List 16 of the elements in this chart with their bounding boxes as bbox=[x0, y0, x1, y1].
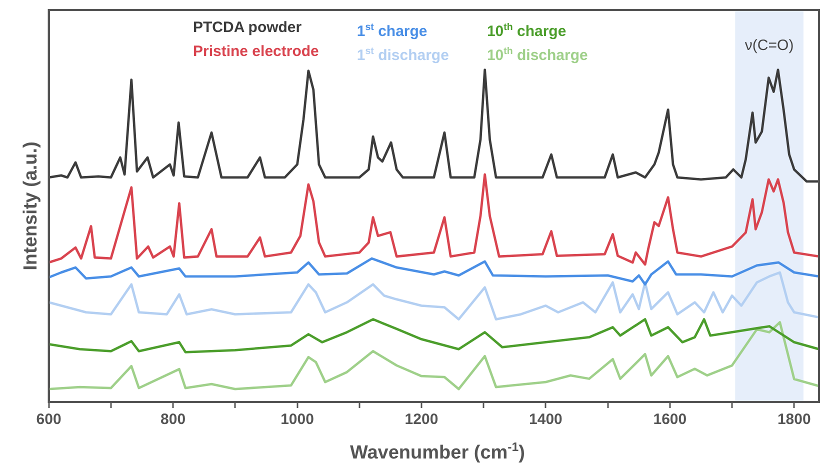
x-tick-label: 600 bbox=[36, 411, 62, 428]
x-tick-label: 1600 bbox=[653, 411, 687, 428]
x-tick-label: 1400 bbox=[529, 411, 562, 428]
band-label: ν(C=O) bbox=[744, 37, 794, 54]
x-tick-label: 1800 bbox=[777, 411, 811, 428]
text: 1$^{st}$ discharge bbox=[356, 45, 449, 66]
text: 1$^{st}$ charge bbox=[356, 21, 428, 42]
x-tick-label: 800 bbox=[160, 411, 186, 428]
x-tick-label: 1000 bbox=[280, 411, 314, 428]
text: 10$^{th}$ charge bbox=[486, 21, 568, 42]
text: 10$^{th}$ discharge bbox=[486, 45, 588, 66]
x-axis-title: Wavenumber (cm$^{-1}$) bbox=[349, 440, 526, 464]
text: Pristine electrode bbox=[193, 42, 319, 62]
text: PTCDA powder bbox=[193, 18, 303, 38]
y-axis-title: Intensity (a.u.) bbox=[20, 142, 42, 270]
x-tick-label: 1200 bbox=[404, 411, 438, 428]
